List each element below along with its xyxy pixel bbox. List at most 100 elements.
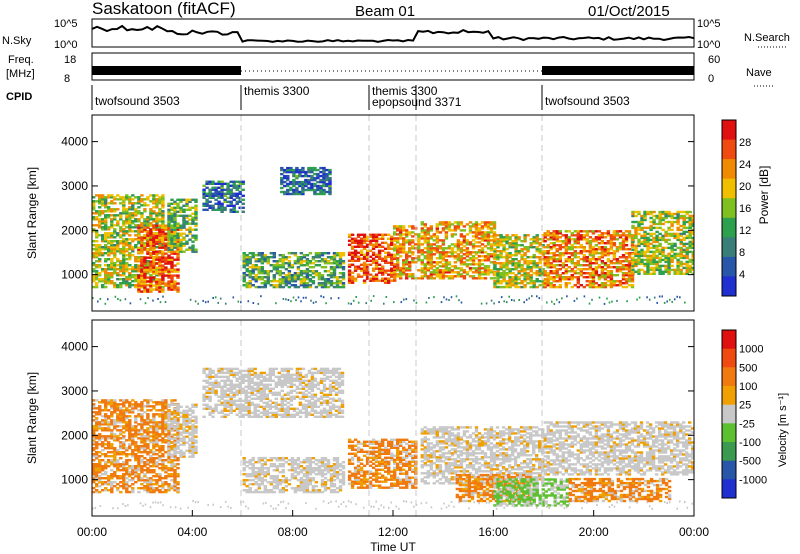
- heatmap-cell: [167, 244, 171, 247]
- heatmap-cell: [140, 242, 144, 245]
- heatmap-cell: [226, 182, 230, 185]
- heatmap-cell: [631, 236, 635, 240]
- heatmap-cell: [399, 233, 403, 236]
- heatmap-cell: [685, 256, 689, 260]
- heatmap-cell: [179, 214, 183, 217]
- heatmap-cell: [387, 243, 391, 246]
- heatmap-cell: [107, 240, 111, 243]
- heatmap-cell: [92, 425, 96, 428]
- heatmap-cell: [514, 252, 518, 255]
- heatmap-cell: [441, 259, 446, 262]
- heatmap-cell: [465, 239, 470, 242]
- heatmap-cell: [435, 251, 439, 254]
- heatmap-cell: [390, 279, 394, 282]
- heatmap-cell: [594, 250, 599, 253]
- heatmap-cell: [170, 236, 174, 239]
- heatmap-cell: [615, 258, 620, 261]
- heatmap-cell: [511, 284, 515, 287]
- heatmap-cell: [129, 302, 132, 305]
- heatmap-cell: [173, 232, 177, 235]
- heatmap-cell: [98, 479, 102, 482]
- heatmap-cell: [535, 278, 539, 281]
- heatmap-cell: [661, 272, 665, 275]
- heatmap-cell: [161, 270, 165, 273]
- heatmap-cell: [251, 276, 255, 279]
- heatmap-cell: [477, 229, 482, 232]
- heatmap-cell: [176, 204, 180, 207]
- heatmap-cell: [374, 241, 379, 244]
- heatmap-cell: [143, 288, 147, 291]
- heatmap-cell: [155, 435, 159, 438]
- heatmap-cell: [661, 252, 665, 256]
- heatmap-cell: [211, 186, 215, 189]
- heatmap-cell: [417, 277, 421, 280]
- heatmap-cell: [396, 273, 400, 276]
- heatmap-cell: [573, 256, 577, 259]
- heatmap-cell: [673, 232, 677, 236]
- heatmap-cell: [143, 489, 147, 492]
- heatmap-cell: [158, 268, 162, 271]
- heatmap-cell: [113, 449, 117, 452]
- heatmap-cell: [624, 274, 629, 277]
- heatmap-cell: [329, 274, 334, 277]
- heatmap-cell: [92, 490, 96, 494]
- heatmap-cell: [143, 280, 147, 283]
- heatmap-cell: [313, 188, 317, 192]
- heatmap-cell: [489, 271, 494, 274]
- heatmap-cell: [646, 254, 650, 258]
- heatmap-cell: [634, 210, 638, 214]
- heatmap-cell: [646, 232, 650, 236]
- heatmap-cell: [95, 194, 99, 197]
- heatmap-cell: [682, 266, 686, 270]
- heatmap-cell: [152, 262, 156, 265]
- heatmap-cell: [615, 284, 620, 287]
- heatmap-cell: [502, 276, 506, 279]
- heatmap-cell: [673, 234, 677, 238]
- heatmap-cell: [188, 218, 192, 221]
- heatmap-cell: [149, 284, 153, 287]
- heatmap-cell: [143, 244, 147, 247]
- heatmap-cell: [643, 240, 647, 244]
- heatmap-cell: [408, 251, 412, 254]
- nsearch-label: N.Search: [744, 32, 790, 44]
- heatmap-cell: [667, 214, 671, 218]
- heatmap-cell: [573, 266, 577, 269]
- heatmap-cell: [408, 265, 412, 268]
- heatmap-cell: [251, 254, 255, 257]
- heatmap-cell: [134, 417, 138, 420]
- heatmap-cell: [107, 421, 111, 424]
- heatmap-cell: [152, 242, 156, 245]
- heatmap-cell: [292, 182, 296, 186]
- heatmap-cell: [167, 280, 171, 283]
- heatmap-cell: [134, 284, 138, 287]
- heatmap-cell: [149, 274, 153, 277]
- heatmap-cell: [453, 225, 458, 228]
- heatmap-cell: [435, 237, 439, 240]
- heatmap-cell: [347, 273, 352, 276]
- heatmap-cell: [119, 198, 123, 201]
- heatmap-cell: [137, 451, 141, 454]
- heatmap-cell: [529, 242, 533, 245]
- heatmap-cell: [116, 435, 120, 438]
- heatmap-cell: [119, 270, 123, 273]
- heatmap-cell: [323, 278, 328, 281]
- heatmap-cell: [143, 435, 147, 438]
- heatmap-cell: [173, 268, 177, 271]
- heatmap-cell: [609, 244, 614, 247]
- heatmap-cell: [238, 206, 242, 209]
- heatmap-cell: [549, 236, 553, 239]
- heatmap-cell: [134, 429, 138, 432]
- heatmap-cell: [211, 204, 215, 207]
- heatmap-cell: [631, 240, 635, 244]
- heatmap-cell: [402, 237, 406, 240]
- heatmap-cell: [128, 278, 132, 281]
- heatmap-cell: [116, 425, 120, 428]
- heatmap-cell: [137, 230, 141, 233]
- heatmap-cell: [155, 278, 159, 281]
- heatmap-cell: [128, 256, 132, 259]
- heatmap-cell: [529, 278, 533, 281]
- heatmap-cell: [149, 479, 153, 482]
- heatmap-cell: [298, 182, 302, 186]
- heatmap-cell: [272, 256, 276, 259]
- heatmap-cell: [615, 238, 620, 241]
